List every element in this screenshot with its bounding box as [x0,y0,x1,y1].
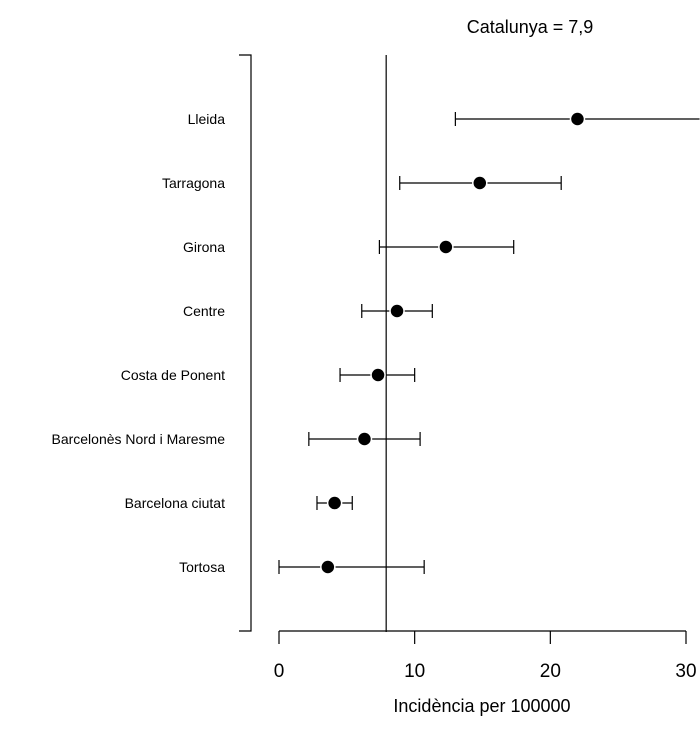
row: Costa de Ponent [121,367,416,383]
row-label: Barcelona ciutat [125,495,226,511]
x-tick-label: 20 [540,661,561,682]
point-estimate [472,175,488,191]
row-label: Lleida [188,111,226,127]
row: Tarragona [162,175,562,191]
row-label: Tortosa [179,559,225,575]
point-estimate [320,559,336,575]
reference-annotation: Catalunya = 7,9 [467,17,594,37]
point-estimate [438,239,454,255]
row: Barcelona ciutat [125,495,353,511]
row: Girona [183,239,515,255]
row-label: Tarragona [162,175,225,191]
row-label: Costa de Ponent [121,367,225,383]
row-label: Centre [183,303,225,319]
point-estimate [356,431,373,447]
point-estimate [326,495,343,511]
rows: Lleida Tarragona Girona Centre Costa de Pone… [51,111,700,575]
point-estimate [389,303,405,319]
point-estimate [370,367,386,383]
row: Lleida [188,111,700,127]
row-label: Girona [183,239,225,255]
row-label: Barcelonès Nord i Maresme [51,431,225,447]
axes: 0 10 20 30 [239,54,697,682]
x-tick-label: 30 [675,661,696,682]
x-tick-label: 10 [404,661,425,682]
x-axis-label: Incidència per 100000 [393,696,570,716]
point-estimate [569,111,586,127]
row: Centre [183,303,433,319]
y-axis-bracket [239,54,252,632]
x-tick-label: 0 [274,661,285,682]
row: Tortosa [179,559,425,575]
row: Barcelonès Nord i Maresme [51,431,421,447]
